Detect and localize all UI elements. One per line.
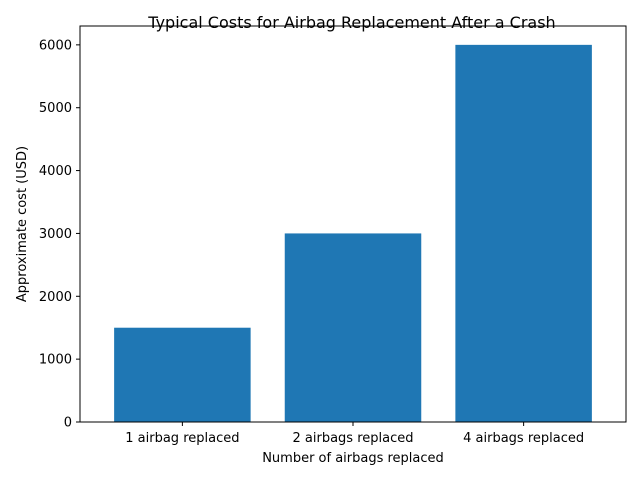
y-tick-label: 4000 bbox=[39, 164, 72, 179]
y-tick-label: 5000 bbox=[39, 101, 72, 116]
y-tick-label: 2000 bbox=[39, 290, 72, 305]
plot-frame bbox=[79, 25, 627, 423]
bar-2 bbox=[284, 233, 422, 422]
bar-1 bbox=[114, 327, 251, 422]
y-tick-label: 1000 bbox=[39, 353, 72, 368]
y-axis-ticks: 0 1000 2000 3000 4000 5000 6000 bbox=[39, 38, 80, 431]
bars-group bbox=[114, 44, 592, 422]
x-tick-label: 1 airbag replaced bbox=[125, 431, 239, 446]
x-tick-label: 4 airbags replaced bbox=[463, 431, 584, 446]
chart-title: Typical Costs for Airbag Replacement Aft… bbox=[147, 13, 555, 32]
x-tick-label: 2 airbags replaced bbox=[293, 431, 414, 446]
y-axis-label: Approximate cost (USD) bbox=[15, 146, 30, 302]
y-tick-label: 3000 bbox=[39, 227, 72, 242]
y-tick-label: 6000 bbox=[39, 38, 72, 53]
bar-3 bbox=[455, 44, 592, 422]
x-axis-ticks: 1 airbag replaced 2 airbags replaced 4 air… bbox=[125, 422, 584, 446]
y-tick-label: 0 bbox=[64, 416, 72, 431]
x-axis-label: Number of airbags replaced bbox=[262, 451, 444, 466]
